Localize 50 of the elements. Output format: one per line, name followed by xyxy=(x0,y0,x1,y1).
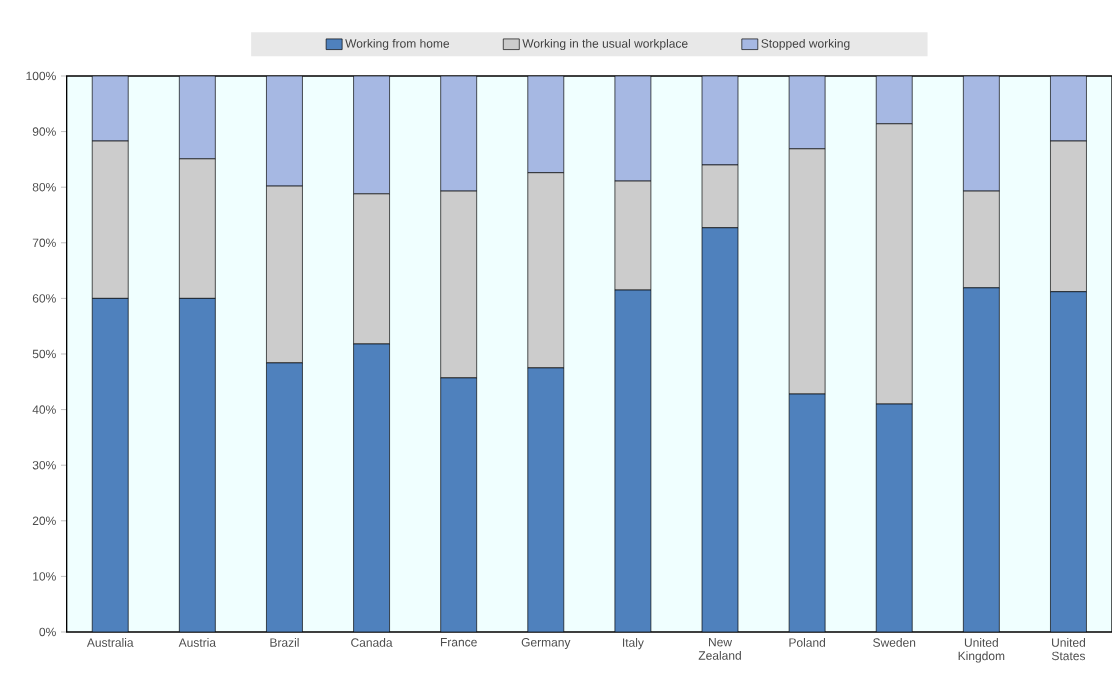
bar xyxy=(353,343,390,632)
bar xyxy=(179,297,216,632)
x-tick-label: Brazil xyxy=(270,637,299,647)
bar xyxy=(353,75,390,195)
legend-label: Working in the usual workplace xyxy=(522,38,688,50)
x-tick-label: Austria xyxy=(178,637,217,647)
y-tick-label: 50% xyxy=(32,349,56,359)
bar xyxy=(179,75,216,160)
x-tick-label: Canada xyxy=(351,637,393,647)
bar xyxy=(875,403,913,632)
x-tick-label: Poland xyxy=(789,637,826,647)
bar xyxy=(701,75,739,166)
x-tick-label: New Zealand xyxy=(698,637,741,660)
x-tick-label: Australia xyxy=(86,637,134,647)
bar xyxy=(440,75,478,192)
bar xyxy=(266,75,303,187)
bar xyxy=(788,75,826,150)
legend-label: Stopped working xyxy=(761,38,850,50)
bar xyxy=(440,377,478,632)
y-tick-label: 70% xyxy=(32,238,56,247)
bar xyxy=(614,75,652,182)
bar xyxy=(91,75,129,142)
y-tick-label: 40% xyxy=(32,405,56,414)
x-tick-label: Germany xyxy=(521,637,571,649)
bar xyxy=(963,287,1000,632)
bar xyxy=(614,289,652,632)
y-tick-label: 90% xyxy=(32,127,56,136)
x-tick-label: Sweden xyxy=(873,637,916,647)
bar xyxy=(266,362,303,632)
bar xyxy=(701,227,739,632)
y-tick-label: 100% xyxy=(26,71,56,81)
x-tick-label: Italy xyxy=(623,637,644,650)
bar xyxy=(788,393,826,632)
bar xyxy=(875,75,913,124)
y-tick-label: 60% xyxy=(32,293,56,303)
bar xyxy=(963,75,1000,192)
bar xyxy=(1050,291,1087,632)
x-tick-label: United States xyxy=(1051,637,1086,661)
legend-label: Working from home xyxy=(345,38,450,50)
x-tick-label: United Kingdom xyxy=(958,637,1005,663)
y-tick-label: 0% xyxy=(39,627,56,637)
y-tick-label: 20% xyxy=(32,516,56,525)
x-tick-label: France xyxy=(440,637,477,647)
bar xyxy=(91,297,129,632)
y-tick-label: 30% xyxy=(32,460,56,470)
bar xyxy=(1050,75,1087,142)
y-tick-label: 80% xyxy=(32,182,56,192)
y-tick-label: 10% xyxy=(33,571,56,581)
bar xyxy=(527,75,565,173)
bar xyxy=(527,367,565,632)
